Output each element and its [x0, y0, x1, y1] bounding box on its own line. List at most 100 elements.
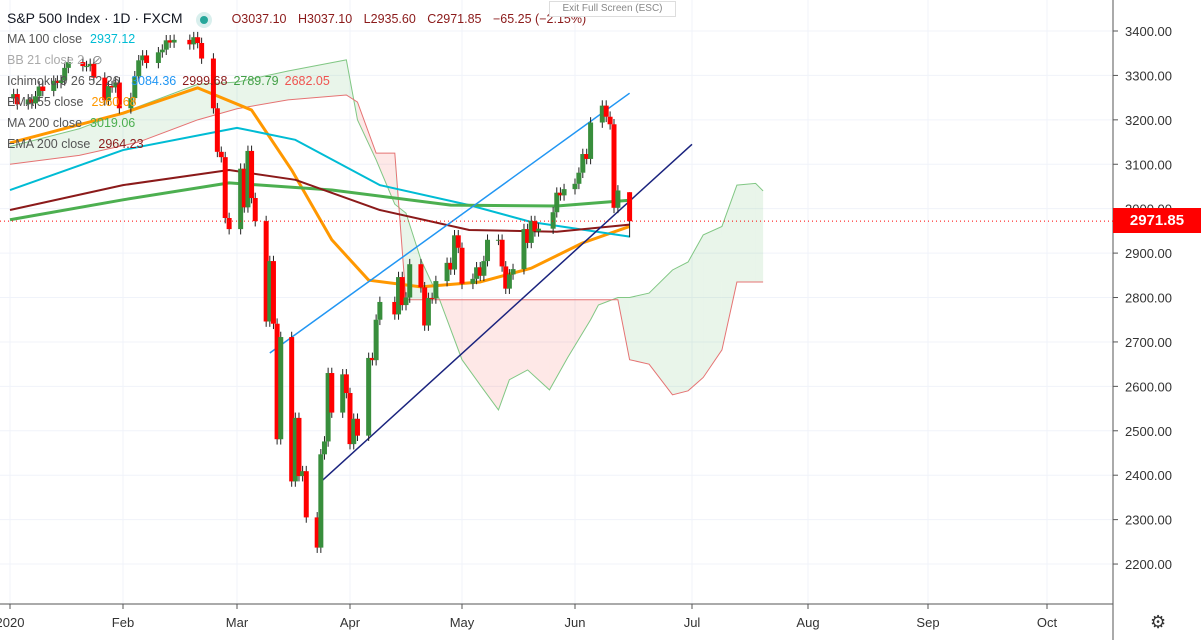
current-price-label: 2971.85: [1113, 208, 1201, 233]
cloud-segment: [755, 183, 764, 282]
candle-body: [238, 168, 244, 230]
y-tick-label: 2200.00: [1125, 557, 1172, 572]
candle-body: [144, 55, 150, 63]
indicator-value: 3019.06: [90, 116, 136, 130]
candle-body: [528, 221, 534, 243]
indicator-ma200[interactable]: MA 200 close 3019.06: [7, 113, 586, 134]
x-tick-label: Apr: [340, 615, 361, 630]
cloud-segment: [357, 102, 377, 160]
candle-body: [532, 221, 538, 232]
candle-body: [187, 39, 193, 45]
candle-body: [163, 40, 169, 50]
cloud-segment: [688, 234, 704, 391]
candle-body: [503, 266, 509, 289]
indicator-label: Ichimoku 9 26 52 26: [7, 74, 120, 88]
y-tick-label: 2900.00: [1125, 246, 1172, 261]
candle-body: [495, 239, 501, 241]
indicator-ma100[interactable]: MA 100 close 2937.12: [7, 29, 586, 50]
candle-body: [377, 301, 383, 320]
y-tick-label: 3300.00: [1125, 68, 1172, 83]
candle-body: [263, 221, 269, 322]
cloud-segment: [549, 299, 568, 390]
candle-body: [54, 80, 60, 83]
candle-body: [102, 77, 108, 101]
candle-body: [477, 267, 483, 276]
line-ema-55-close: [9, 86, 631, 289]
candle-body: [455, 235, 461, 248]
candle-body: [62, 67, 68, 81]
candle-body: [296, 417, 302, 477]
cloud-segment: [509, 299, 528, 380]
candle-body: [399, 277, 405, 306]
indicator-ema200[interactable]: EMA 200 close 2964.23: [7, 134, 586, 155]
candle-body: [510, 269, 516, 275]
hidden-eye-icon[interactable]: ⊘: [92, 53, 103, 67]
candle-body: [226, 218, 232, 230]
candle-body: [140, 55, 146, 61]
candle-body: [274, 323, 280, 440]
candle-body: [448, 262, 454, 270]
indicator-value: 2789.79: [233, 74, 279, 88]
candle-body: [303, 471, 309, 518]
candle-body: [452, 235, 458, 270]
candle-body: [572, 183, 578, 190]
candle-body: [33, 96, 39, 104]
symbol-title[interactable]: S&P 500 Index · 1D · FXCM: [7, 10, 183, 26]
candle-body: [611, 124, 617, 208]
candle-body: [536, 228, 542, 232]
candle-body: [418, 264, 424, 288]
candle-body: [199, 42, 205, 59]
indicator-ichimoku[interactable]: Ichimoku 9 26 52 26 3084.36 2999.68 2789.7…: [7, 71, 586, 92]
candle-body: [210, 58, 216, 109]
candle-body: [506, 274, 512, 289]
cloud-segment: [736, 183, 756, 282]
candle-body: [366, 357, 372, 436]
candle-body: [128, 98, 134, 109]
candle-body: [474, 267, 480, 279]
y-tick-label: 2300.00: [1125, 513, 1172, 528]
cloud-segment: [672, 261, 689, 395]
cloud-segment: [138, 84, 198, 143]
candle-body: [554, 192, 560, 213]
indicator-label: MA 200 close: [7, 116, 83, 130]
candle-body: [245, 150, 251, 208]
cloud-segment: [10, 128, 80, 165]
candle-body: [588, 122, 594, 159]
candle-body: [136, 60, 142, 77]
cloud-segment: [498, 299, 510, 410]
low-value: L2935.60: [363, 12, 416, 26]
candle-body: [29, 99, 35, 104]
candle-body: [561, 189, 567, 196]
cloud-segment: [629, 293, 650, 365]
candle-body: [171, 39, 177, 43]
candle-body: [58, 80, 64, 83]
candle-body: [252, 198, 258, 222]
candle-body: [354, 418, 360, 436]
candle-body: [109, 86, 115, 88]
x-tick-label: Mar: [226, 615, 249, 630]
candle-body: [84, 66, 90, 68]
candle-body: [80, 62, 86, 67]
y-tick-label: 2500.00: [1125, 424, 1172, 439]
indicator-bb[interactable]: BB 21 close 2 ⊘: [7, 50, 586, 71]
indicator-value: 2960.68: [91, 95, 137, 109]
candle-body: [470, 278, 476, 284]
indicator-ema55[interactable]: EMA 55 close 2960.68: [7, 92, 586, 113]
candle-body: [407, 264, 413, 298]
line-upper-trendline: [269, 92, 631, 354]
candle-body: [429, 297, 435, 299]
x-tick-label: Oct: [1037, 615, 1058, 630]
line-ema-200-close: [9, 169, 630, 233]
cloud-segment: [590, 299, 599, 320]
symbol-row: S&P 500 Index · 1D · FXCM O3037.10 H3037…: [7, 8, 586, 29]
exit-fullscreen-button[interactable]: Exit Full Screen (ESC): [549, 1, 676, 17]
y-tick-label: 2700.00: [1125, 335, 1172, 350]
cloud-segment: [480, 299, 499, 410]
candle-body: [132, 76, 138, 99]
settings-gear-icon[interactable]: ⚙: [1150, 612, 1167, 632]
candle-body: [113, 82, 119, 88]
candle-body: [25, 99, 31, 105]
candle-body: [214, 108, 220, 152]
